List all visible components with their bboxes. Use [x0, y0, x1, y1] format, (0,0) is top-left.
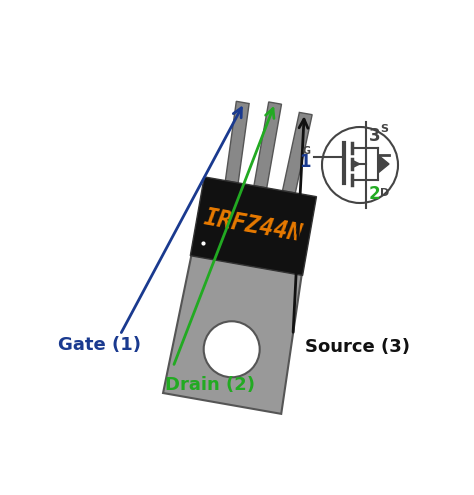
Text: Gate (1): Gate (1) — [58, 336, 141, 354]
Text: S: S — [380, 124, 388, 134]
Polygon shape — [378, 155, 389, 173]
Polygon shape — [191, 177, 317, 275]
Polygon shape — [254, 102, 282, 188]
Text: G: G — [303, 146, 311, 156]
Polygon shape — [163, 222, 307, 414]
Circle shape — [204, 321, 260, 377]
Text: IRFZ44N: IRFZ44N — [202, 206, 305, 247]
Polygon shape — [225, 101, 249, 183]
Polygon shape — [283, 112, 312, 193]
Text: D: D — [380, 188, 389, 198]
Text: 2: 2 — [369, 185, 381, 203]
Text: 3: 3 — [369, 127, 381, 145]
Text: Source (3): Source (3) — [305, 338, 410, 356]
Text: Drain (2): Drain (2) — [165, 376, 255, 394]
Text: 1: 1 — [300, 153, 311, 171]
